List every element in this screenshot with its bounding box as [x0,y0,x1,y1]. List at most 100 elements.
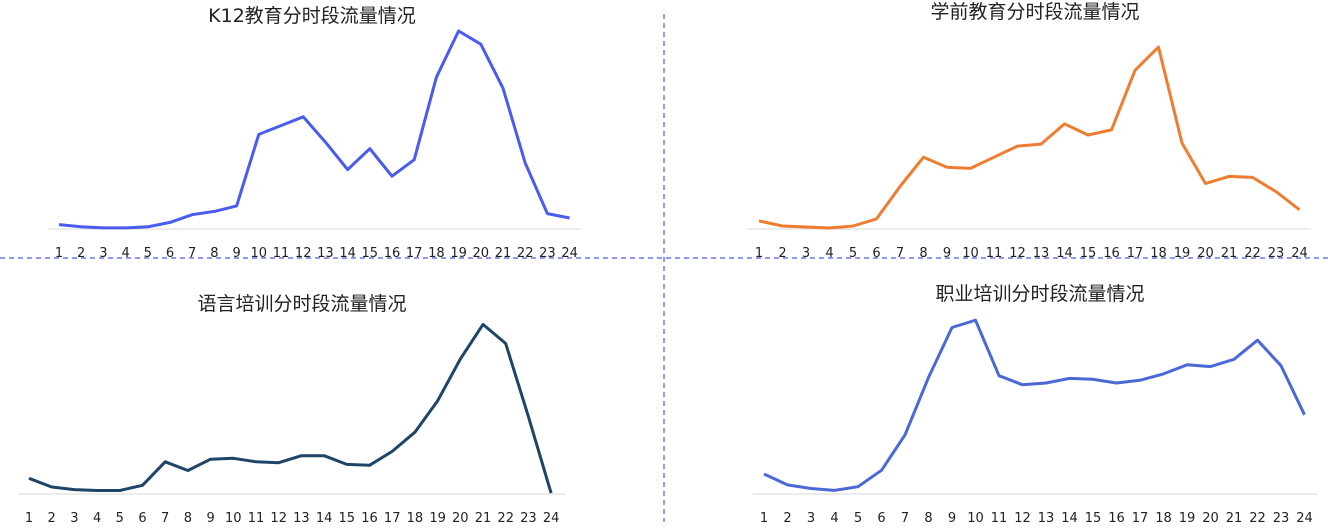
x-tick-label: 3 [802,246,810,261]
x-tick-label: 15 [1080,246,1097,261]
x-tick-label: 10 [225,511,242,526]
x-tick-label: 8 [924,511,932,526]
x-tick-label: 17 [384,511,401,526]
x-tick-label: 19 [429,511,446,526]
x-tick-label: 15 [339,511,356,526]
chart-vocational: 职业培训分时段流量情况 1 2 3 4 5 6 7 8 9 10 11 12 13 14 15 16 17 18 1… [753,283,1318,526]
x-tick-label: 20 [473,246,490,261]
x-tick-label: 14 [316,511,333,526]
x-tick-label: 6 [872,246,880,261]
x-tick-label: 15 [1085,511,1102,526]
x-tick-label: 23 [520,511,537,526]
x-tick-label: 23 [1273,511,1290,526]
chart-title: 职业培训分时段流量情况 [935,283,1144,305]
x-tick-label: 22 [1244,246,1261,261]
x-tick-label: 9 [206,511,214,526]
x-tick-label: 10 [967,511,984,526]
x-tick-label: 18 [407,511,424,526]
x-tick-labels: 1 2 3 4 5 6 7 8 9 10 11 12 13 14 15 16 17 18 19 20 21 22 23 24 [760,511,1313,526]
x-tick-label: 21 [1221,246,1238,261]
x-tick-label: 5 [849,246,857,261]
x-tick-label: 17 [406,246,423,261]
series-line [58,29,570,230]
x-tick-label: 19 [1174,246,1191,261]
x-tick-label: 7 [188,246,196,261]
x-tick-label: 8 [210,246,218,261]
series-line [763,318,1306,492]
x-tick-label: 16 [1108,511,1125,526]
x-tick-label: 22 [1249,511,1266,526]
x-tick-label: 4 [825,246,833,261]
x-tick-label: 21 [1226,511,1243,526]
x-tick-label: 16 [384,246,401,261]
x-tick-label: 8 [919,246,927,261]
x-tick-label: 12 [1014,511,1031,526]
x-tick-label: 17 [1132,511,1149,526]
x-tick-label: 20 [452,511,469,526]
x-tick-label: 6 [877,511,885,526]
x-tick-label: 4 [830,511,838,526]
x-tick-label: 20 [1197,246,1214,261]
chart-preschool: 学前教育分时段流量情况 1 2 3 4 5 6 7 8 9 10 11 12 13 14 15 16 17 18 1… [747,1,1311,261]
x-tick-label: 14 [1061,511,1078,526]
x-tick-label: 6 [166,246,174,261]
x-tick-label: 14 [1056,246,1073,261]
x-tick-label: 12 [270,511,287,526]
x-tick-label: 3 [807,511,815,526]
x-tick-label: 19 [1179,511,1196,526]
x-tick-label: 9 [943,246,951,261]
x-tick-label: 11 [986,246,1003,261]
x-tick-label: 5 [144,246,152,261]
x-tick-label: 23 [1268,246,1285,261]
x-tick-label: 24 [543,511,560,526]
x-tick-label: 12 [295,246,312,261]
x-tick-label: 24 [561,246,578,261]
x-tick-label: 10 [962,246,979,261]
x-tick-label: 1 [760,511,768,526]
x-tick-label: 3 [70,511,78,526]
x-tick-label: 13 [317,246,334,261]
x-tick-label: 19 [450,246,467,261]
series-line [28,322,553,494]
x-tick-label: 7 [896,246,904,261]
x-tick-label: 5 [854,511,862,526]
x-tick-label: 1 [755,246,763,261]
x-tick-label: 9 [948,511,956,526]
x-tick-label: 13 [293,511,310,526]
x-tick-label: 20 [1202,511,1219,526]
x-tick-label: 23 [539,246,556,261]
chart-title: 语言培训分时段流量情况 [197,293,406,315]
x-tick-label: 4 [93,511,101,526]
x-tick-label: 2 [77,246,85,261]
x-tick-label: 14 [339,246,356,261]
x-tick-label: 18 [1150,246,1167,261]
series-line [758,45,1301,230]
x-tick-label: 11 [991,511,1008,526]
x-tick-label: 16 [361,511,378,526]
x-tick-label: 10 [251,246,268,261]
x-tick-label: 18 [428,246,445,261]
chart-title: K12教育分时段流量情况 [208,5,416,27]
chart-language: 语言培训分时段流量情况 1 2 3 4 5 6 7 8 9 10 11 12 13 14 15 16 17 18 1… [18,293,566,526]
x-tick-label: 17 [1127,246,1144,261]
x-tick-labels: 1 2 3 4 5 6 7 8 9 10 11 12 13 14 15 16 17 18 19 20 21 22 23 24 [25,511,560,526]
x-tick-label: 7 [901,511,909,526]
x-tick-label: 1 [55,246,63,261]
x-tick-labels: 1 2 3 4 5 6 7 8 9 10 11 12 13 14 15 16 17 18 19 20 21 22 23 24 [755,246,1308,261]
chart-title: 学前教育分时段流量情况 [930,1,1139,23]
x-tick-label: 22 [517,246,534,261]
x-tick-label: 21 [495,246,512,261]
x-tick-labels: 1 2 3 4 5 6 7 8 9 10 11 12 13 14 15 16 17 18 19 20 21 22 23 24 [55,246,578,261]
chart-k12: K12教育分时段流量情况 1 2 3 4 5 6 7 8 9 10 11 12 13 14 15 16 17 18… [48,5,581,261]
x-tick-label: 24 [1291,246,1308,261]
x-tick-label: 13 [1038,511,1055,526]
x-tick-label: 6 [138,511,146,526]
x-tick-label: 8 [184,511,192,526]
x-tick-label: 2 [778,246,786,261]
x-tick-label: 11 [248,511,265,526]
x-tick-label: 3 [99,246,107,261]
x-tick-label: 18 [1155,511,1172,526]
x-tick-label: 1 [25,511,33,526]
x-tick-label: 7 [161,511,169,526]
